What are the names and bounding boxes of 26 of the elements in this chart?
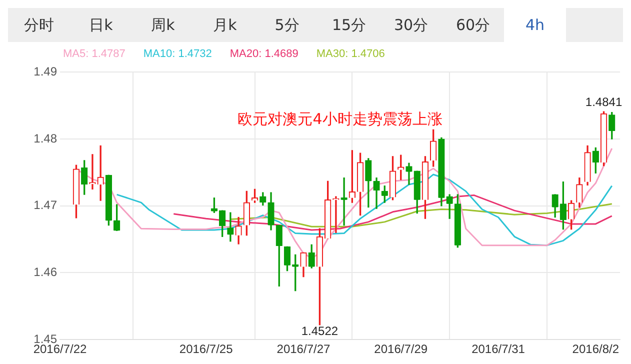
y-tick-label: 1.47 [34,198,58,212]
y-tick-label: 1.49 [34,64,58,79]
annotation: 1.4841 [585,94,622,109]
x-tick-label: 2016/7/29 [374,342,428,356]
text: 欧元对澳元4小时走势震荡上涨 [238,110,442,128]
x-tick-label: 2016/7/25 [179,342,234,356]
text: 分时 [23,15,55,36]
text: 月k [212,15,238,36]
x-tick-label: 2016/7/27 [276,342,330,356]
text: 周k [150,15,176,36]
text: 4h [504,8,566,42]
text: 日k [88,15,114,36]
y-tick-label: 1.46 [34,265,58,280]
text: 15分 [330,15,368,36]
y-tick-label: 1.48 [34,131,58,146]
x-tick-label: 2016/7/31 [472,342,526,356]
text: 5分 [274,15,300,36]
text: MA5: 1.4787 [63,48,126,62]
annotation: 1.4522 [301,324,338,338]
text: 60分 [454,15,492,36]
text: MA20: 1.4689 [230,48,298,62]
text: MA30: 1.4706 [316,48,385,62]
text: MA10: 1.4732 [143,48,212,62]
x-tick-label: 2016/8/2 [572,342,620,356]
text: 30分 [392,15,430,36]
candlestick [97,145,104,201]
